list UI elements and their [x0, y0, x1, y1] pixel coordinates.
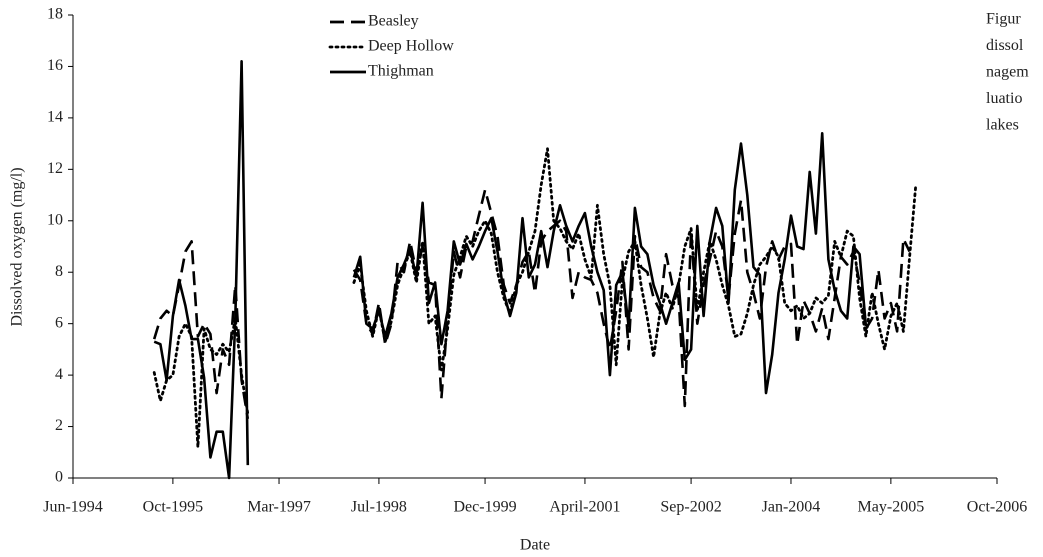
series-line	[152, 147, 918, 449]
x-tick-label: Mar-1997	[247, 499, 311, 516]
caption-fragment: nagem	[986, 64, 1029, 81]
legend-label: Thighman	[368, 63, 434, 80]
y-tick-label: 2	[55, 417, 63, 434]
legend-label: Beasley	[368, 13, 419, 30]
x-tick-label: Oct-2006	[967, 499, 1027, 516]
x-tick-label: Jun-1994	[43, 499, 103, 516]
x-axis-title: Date	[520, 537, 550, 554]
y-tick-label: 8	[55, 263, 63, 280]
y-tick-label: 18	[47, 6, 63, 23]
x-tick-label: Jan-2004	[762, 499, 821, 516]
caption-fragment: luatio	[986, 90, 1022, 107]
x-tick-label: Oct-1995	[143, 499, 203, 516]
x-tick-label: Sep-2002	[660, 499, 721, 516]
caption-fragment: lakes	[986, 117, 1019, 134]
y-tick-label: 16	[47, 57, 63, 74]
y-tick-label: 0	[55, 469, 63, 486]
x-tick-label: Dec-1999	[454, 499, 517, 516]
y-tick-label: 4	[55, 366, 63, 383]
y-tick-label: 6	[55, 314, 63, 331]
caption-fragment: dissol	[986, 37, 1024, 54]
y-axis-title: Dissolved oxygen (mg/l)	[9, 167, 26, 326]
x-tick-label: Jul-1998	[351, 499, 407, 516]
series-line	[152, 188, 911, 420]
series-line	[153, 60, 868, 480]
x-tick-label: May-2005	[858, 499, 925, 516]
y-tick-label: 10	[47, 211, 63, 228]
legend-label: Deep Hollow	[368, 38, 454, 55]
caption-fragment: Figur	[986, 11, 1021, 28]
y-tick-label: 14	[47, 109, 63, 126]
x-tick-label: April-2001	[549, 499, 620, 516]
y-tick-label: 12	[47, 160, 63, 177]
